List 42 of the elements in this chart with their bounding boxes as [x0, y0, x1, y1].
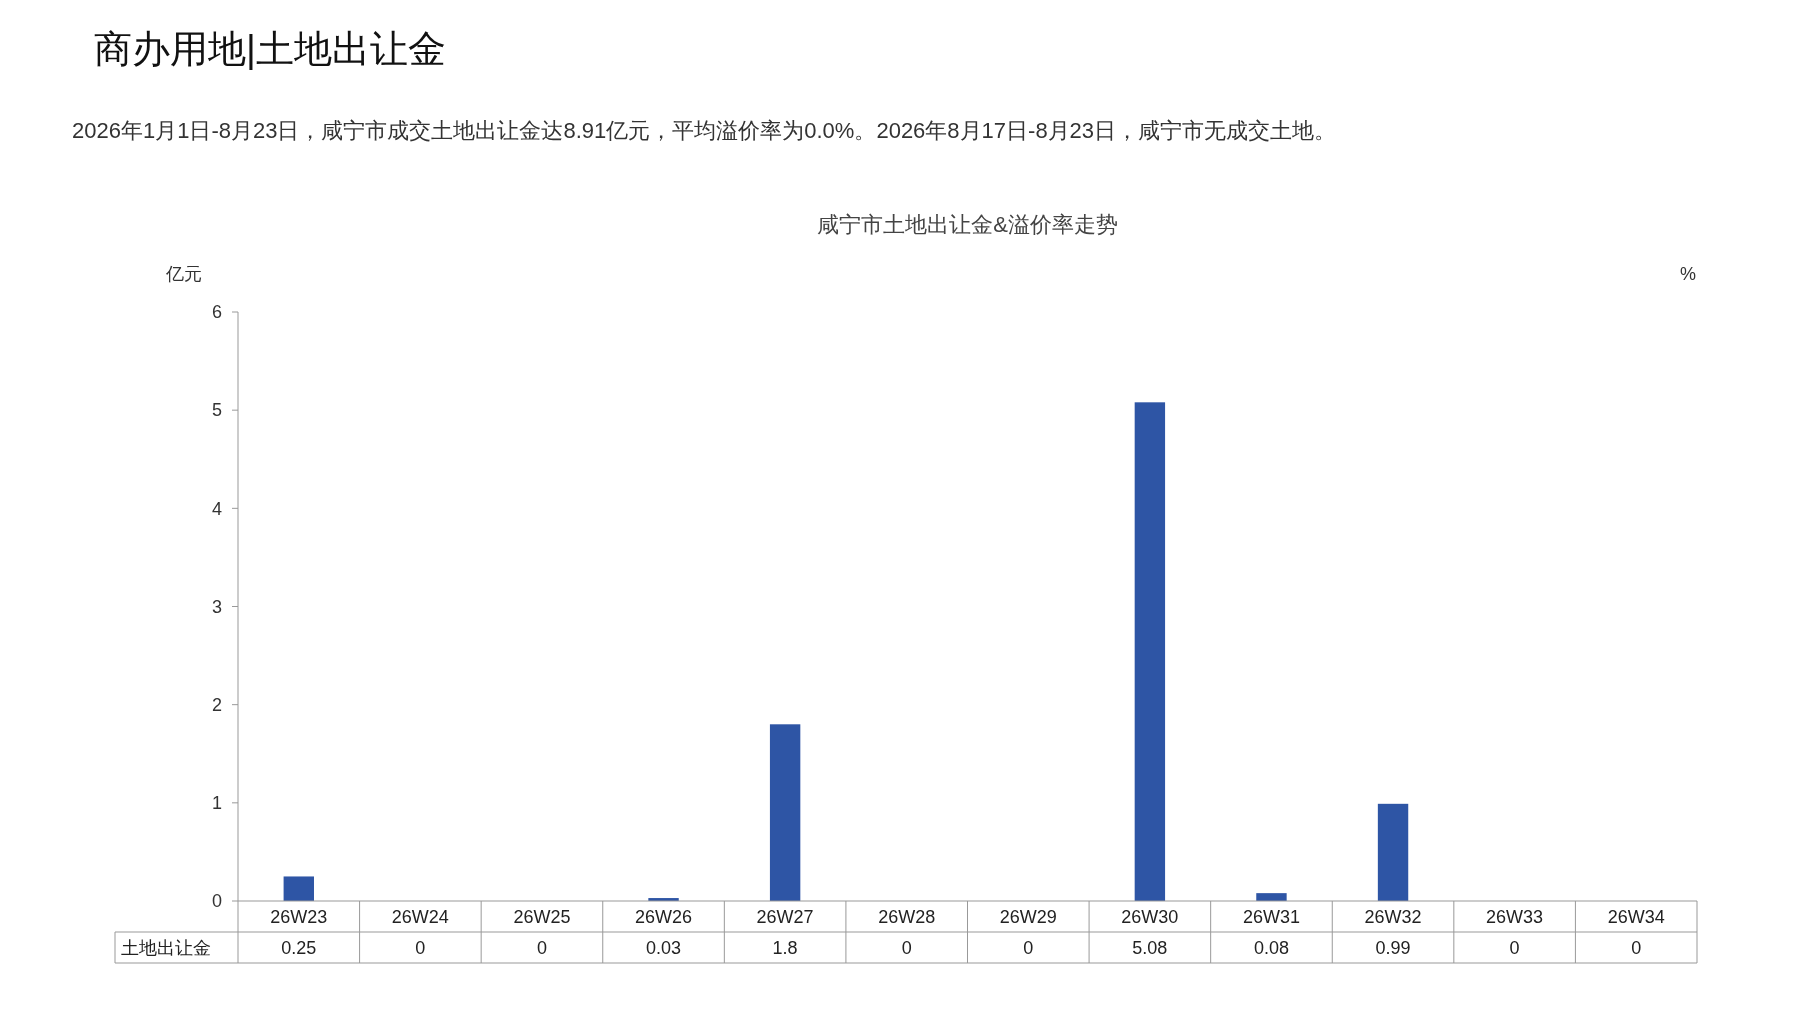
data-label: 0: [415, 937, 426, 958]
y-tick-label: 1: [211, 793, 222, 814]
x-tick-label: 26W30: [1121, 906, 1179, 927]
x-tick-label: 26W28: [878, 906, 936, 927]
data-label: 5.08: [1132, 937, 1168, 958]
data-label: 0.25: [281, 937, 317, 958]
bar: [1377, 803, 1409, 901]
data-label: 0.03: [646, 937, 682, 958]
x-tick-label: 26W23: [270, 906, 328, 927]
y-tick-label: 0: [211, 891, 222, 912]
data-label: 0: [901, 937, 912, 958]
data-label: 0.08: [1253, 937, 1289, 958]
chart-subtitle: 商办用地|土地出让金: [94, 28, 446, 70]
chart-title: 咸宁市土地出让金&溢价率走势: [817, 212, 1118, 237]
y-tick-label: 3: [211, 596, 222, 617]
x-tick-label: 26W26: [635, 906, 693, 927]
x-tick-label: 26W34: [1607, 906, 1665, 927]
data-label: 0.99: [1375, 937, 1411, 958]
x-tick-label: 26W24: [391, 906, 449, 927]
x-tick-label: 26W29: [999, 906, 1057, 927]
y-tick-label: 6: [211, 302, 222, 323]
bar: [769, 724, 801, 901]
bar: [283, 876, 314, 901]
bar: [1256, 893, 1287, 901]
y-tick-label: 5: [211, 400, 222, 421]
x-tick-label: 26W31: [1242, 906, 1300, 927]
y-tick-label: 4: [211, 498, 222, 519]
text: 土地出让金: [121, 937, 211, 958]
data-label: 0: [1509, 937, 1520, 958]
bar: [1134, 402, 1166, 901]
x-tick-label: 26W32: [1364, 906, 1422, 927]
data-label: 0: [536, 937, 547, 958]
x-tick-label: 26W25: [513, 906, 571, 927]
x-tick-label: 26W33: [1486, 906, 1544, 927]
data-label: 0: [1631, 937, 1642, 958]
x-tick-label: 26W27: [756, 906, 814, 927]
data-label: 0: [1023, 937, 1034, 958]
data-label: 1.8: [772, 937, 798, 958]
y-tick-label: 2: [211, 694, 222, 715]
text: 2026年1月1日-8月23日，咸宁市成交土地出让金达8.91亿元，平均溢价率为0.0%。2026年8月17日-8月23日，咸宁市无成交土地。: [72, 118, 1337, 143]
y-axis-title: 亿元: [165, 264, 202, 284]
y2-axis-title: %: [1679, 264, 1697, 284]
